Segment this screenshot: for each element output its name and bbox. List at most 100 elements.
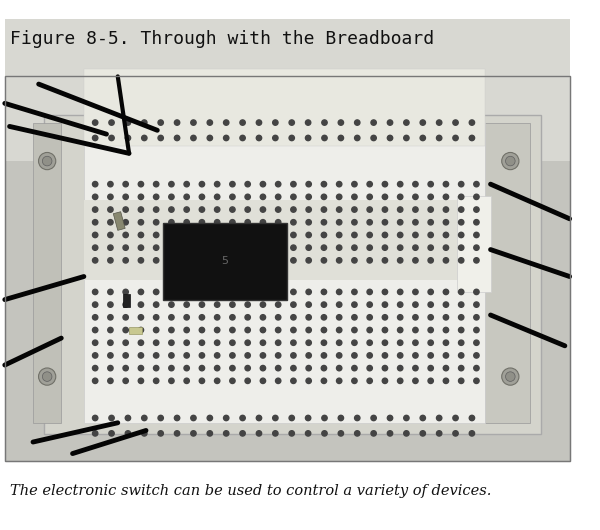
Circle shape (413, 219, 418, 225)
Circle shape (125, 135, 131, 140)
Circle shape (154, 378, 159, 384)
Circle shape (352, 366, 357, 371)
Circle shape (199, 181, 205, 187)
Circle shape (169, 353, 174, 358)
Circle shape (428, 289, 433, 295)
Circle shape (413, 328, 418, 333)
Circle shape (291, 207, 296, 212)
Circle shape (184, 258, 190, 263)
Circle shape (453, 135, 458, 140)
Circle shape (398, 340, 403, 346)
Circle shape (388, 431, 392, 436)
Circle shape (230, 340, 235, 346)
Circle shape (92, 232, 98, 237)
Circle shape (321, 366, 326, 371)
Circle shape (289, 416, 295, 421)
Circle shape (321, 328, 326, 333)
Circle shape (337, 181, 342, 187)
Circle shape (138, 328, 143, 333)
Circle shape (474, 245, 479, 250)
Bar (163, 223, 287, 299)
Circle shape (275, 258, 281, 263)
Circle shape (245, 207, 250, 212)
Circle shape (443, 258, 449, 263)
Circle shape (367, 353, 373, 358)
Circle shape (321, 194, 326, 199)
Circle shape (230, 302, 235, 307)
Circle shape (291, 232, 296, 237)
Circle shape (398, 232, 403, 237)
Circle shape (398, 353, 403, 358)
Circle shape (321, 302, 326, 307)
Circle shape (230, 353, 235, 358)
Circle shape (398, 378, 403, 384)
Circle shape (108, 302, 113, 307)
Circle shape (337, 378, 342, 384)
Circle shape (92, 135, 98, 140)
Circle shape (199, 340, 205, 346)
Circle shape (404, 135, 409, 140)
Circle shape (398, 181, 403, 187)
Circle shape (272, 135, 278, 140)
Circle shape (230, 378, 235, 384)
Circle shape (256, 120, 262, 125)
Circle shape (352, 328, 357, 333)
Circle shape (275, 219, 281, 225)
Circle shape (469, 135, 475, 140)
Circle shape (214, 289, 220, 295)
Circle shape (337, 219, 342, 225)
Circle shape (214, 315, 220, 320)
Circle shape (321, 353, 326, 358)
Circle shape (260, 289, 266, 295)
Circle shape (109, 120, 114, 125)
Circle shape (322, 431, 327, 436)
Circle shape (154, 207, 159, 212)
Circle shape (321, 245, 326, 250)
Circle shape (428, 328, 433, 333)
Circle shape (420, 120, 425, 125)
Circle shape (453, 120, 458, 125)
Circle shape (230, 194, 235, 199)
Circle shape (289, 120, 295, 125)
Circle shape (338, 120, 344, 125)
Circle shape (275, 245, 281, 250)
Circle shape (138, 366, 143, 371)
Circle shape (474, 207, 479, 212)
Circle shape (245, 219, 250, 225)
Circle shape (199, 207, 205, 212)
Circle shape (306, 289, 311, 295)
Circle shape (474, 289, 479, 295)
Bar (129, 326, 142, 334)
Circle shape (367, 366, 373, 371)
Circle shape (275, 207, 281, 212)
Circle shape (367, 181, 373, 187)
Circle shape (371, 416, 376, 421)
Circle shape (413, 366, 418, 371)
Circle shape (306, 340, 311, 346)
Circle shape (92, 245, 98, 250)
Circle shape (398, 302, 403, 307)
Circle shape (199, 315, 205, 320)
Circle shape (322, 416, 327, 421)
Circle shape (506, 156, 515, 166)
Circle shape (413, 232, 418, 237)
Circle shape (474, 315, 479, 320)
Circle shape (306, 302, 311, 307)
Circle shape (154, 315, 159, 320)
Circle shape (367, 232, 373, 237)
Circle shape (382, 340, 388, 346)
Circle shape (413, 245, 418, 250)
Circle shape (352, 258, 357, 263)
Circle shape (125, 416, 131, 421)
Circle shape (184, 353, 190, 358)
Circle shape (275, 232, 281, 237)
Circle shape (502, 368, 519, 385)
Circle shape (275, 181, 281, 187)
Circle shape (371, 135, 376, 140)
Circle shape (138, 219, 143, 225)
Circle shape (398, 245, 403, 250)
Circle shape (404, 416, 409, 421)
Circle shape (428, 378, 433, 384)
Circle shape (109, 416, 114, 421)
Circle shape (245, 245, 250, 250)
